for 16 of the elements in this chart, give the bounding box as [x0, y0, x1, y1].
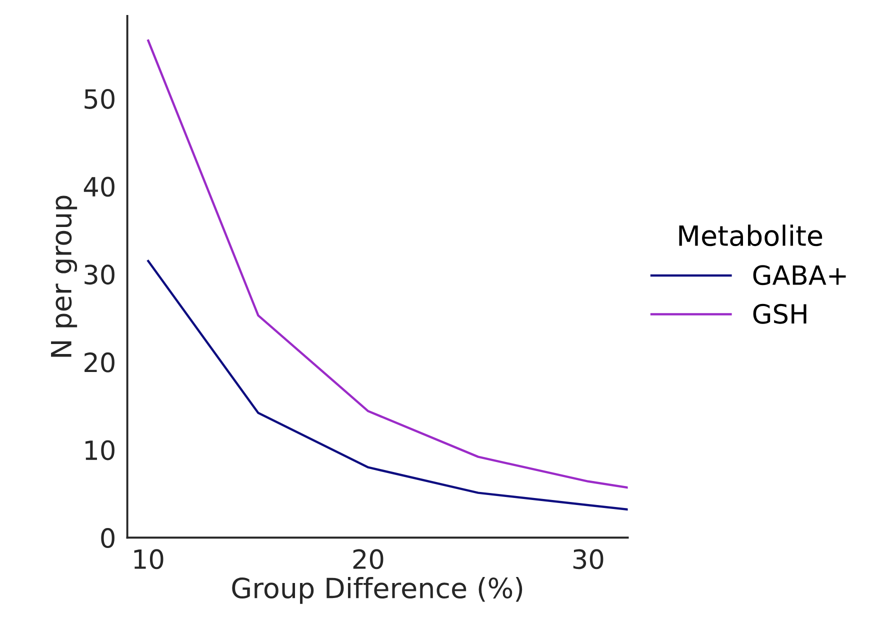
y-tick-label: 20	[84, 352, 114, 372]
y-tick-label: 10	[86, 440, 114, 460]
y-axis-title: N per group	[51, 196, 78, 357]
legend-label: GABA+	[753, 265, 846, 286]
x-tick-label: 10	[134, 549, 164, 570]
y-tick-label: 50	[84, 88, 114, 109]
y-tick-label: 40	[84, 176, 114, 197]
legend-label: GSH	[753, 304, 806, 324]
x-axis-title: Group Difference (%)	[232, 577, 522, 604]
y-tick-label: 0	[101, 528, 114, 548]
x-tick-label: 30	[573, 549, 604, 570]
line-series	[147, 39, 628, 489]
x-tick-label: 20	[353, 549, 384, 570]
line-series	[147, 260, 628, 511]
legend-title: Metabolite	[679, 224, 822, 246]
y-tick-label: 30	[84, 264, 114, 285]
